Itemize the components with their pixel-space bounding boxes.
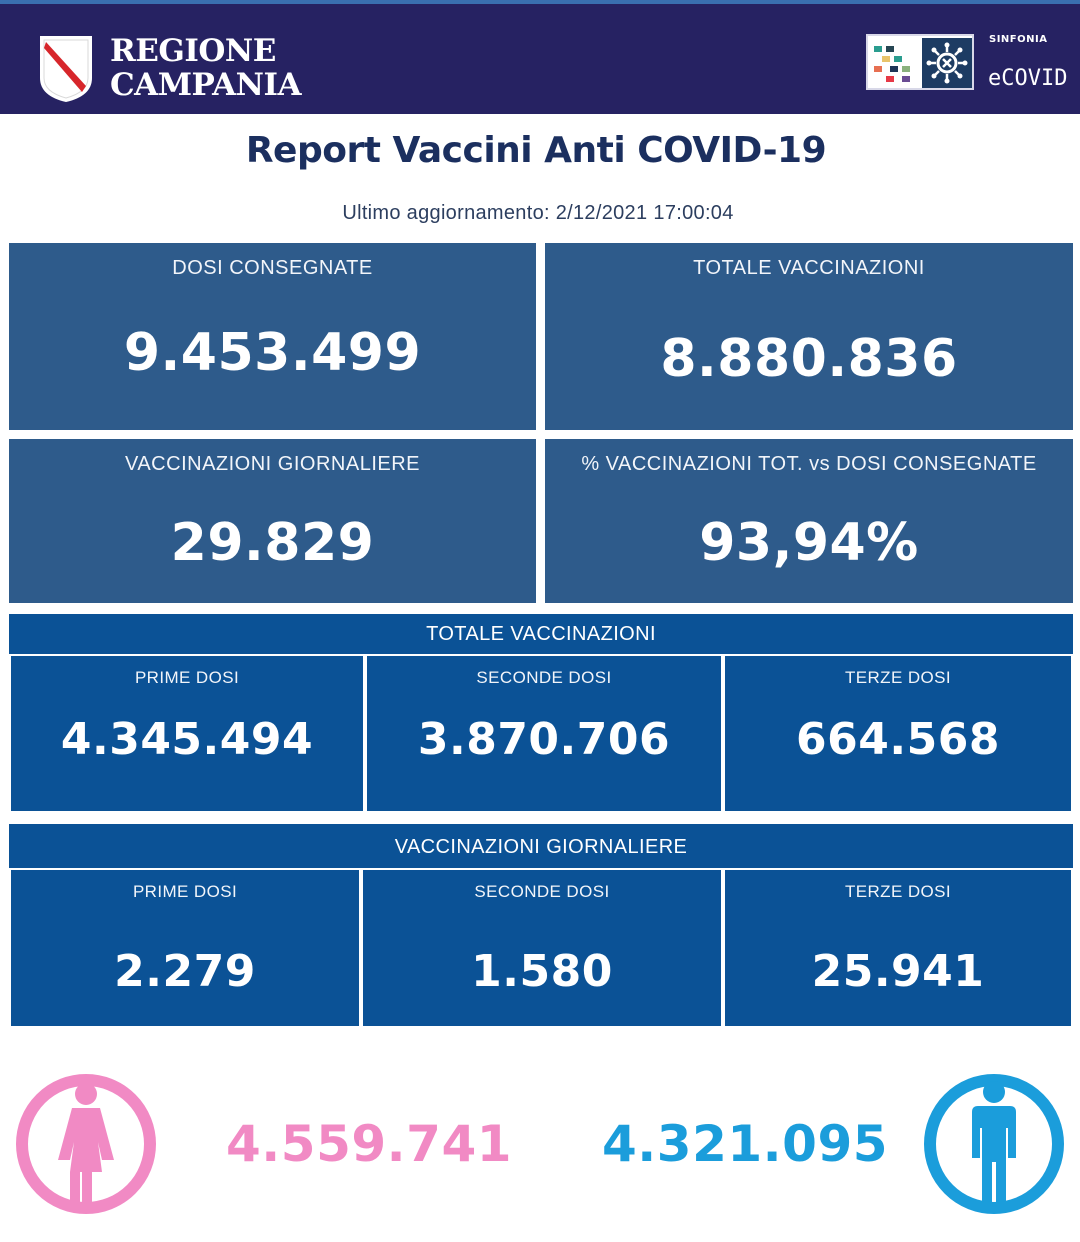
card-label: % VACCINAZIONI TOT. vs DOSI CONSEGNATE: [581, 453, 1037, 475]
section-title: TOTALE VACCINAZIONI: [426, 623, 656, 645]
header-bar: REGIONE CAMPANIA: [0, 0, 1080, 114]
cell-seconde-dosi-giornaliere: SECONDE DOSI 1.580: [361, 868, 723, 1028]
cell-terze-dosi: TERZE DOSI 664.568: [723, 654, 1073, 813]
card-value: 9.453.499: [123, 323, 422, 383]
card-totale-vaccinazioni: TOTALE VACCINAZIONI 8.880.836: [545, 243, 1073, 430]
last-update-time: 17:00:04: [653, 202, 734, 224]
cell-label: PRIME DOSI: [132, 882, 238, 901]
region-name-line2: CAMPANIA: [110, 67, 302, 103]
female-icon: [16, 1074, 156, 1214]
card-label: VACCINAZIONI GIORNALIERE: [124, 453, 420, 475]
cell-label: SECONDE DOSI: [476, 668, 612, 687]
mosaic-logo-icon: [874, 46, 910, 82]
cell-seconde-dosi: SECONDE DOSI 3.870.706: [365, 654, 723, 813]
cell-prime-dosi: PRIME DOSI 4.345.494: [9, 654, 365, 813]
card-dosi-consegnate: DOSI CONSEGNATE 9.453.499: [9, 243, 536, 430]
male-count: 4.321.095: [602, 1115, 889, 1173]
ecovid-logo: [866, 34, 974, 90]
last-update-date: Ultimo aggiornamento: 2/12/2021: [342, 202, 648, 224]
cell-label: PRIME DOSI: [134, 668, 240, 687]
card-value: 29.829: [170, 513, 375, 573]
sinfonia-label: SINFONIA: [989, 34, 1048, 45]
card-value: 93,94%: [699, 513, 919, 573]
cell-value: 2.279: [114, 946, 256, 997]
virus-icon: [922, 38, 972, 88]
region-shield-icon: [40, 36, 92, 102]
region-name-line1: REGIONE: [110, 33, 276, 69]
page-title: Report Vaccini Anti COVID-19: [245, 130, 827, 171]
cell-value: 3.870.706: [417, 714, 671, 765]
cell-value: 4.345.494: [60, 714, 314, 765]
section-title: VACCINAZIONI GIORNALIERE: [394, 836, 688, 858]
cell-value: 25.941: [811, 946, 985, 997]
region-name: REGIONE CAMPANIA: [110, 33, 302, 103]
female-count: 4.559.741: [226, 1115, 513, 1173]
cell-value: 664.568: [796, 714, 1000, 765]
card-percentuale: % VACCINAZIONI TOT. vs DOSI CONSEGNATE 9…: [545, 439, 1073, 603]
cell-prime-dosi-giornaliere: PRIME DOSI 2.279: [9, 868, 361, 1028]
card-vaccinazioni-giornaliere: VACCINAZIONI GIORNALIERE 29.829: [9, 439, 536, 603]
cell-value: 1.580: [471, 946, 613, 997]
cell-label: SECONDE DOSI: [474, 882, 610, 901]
cell-label: TERZE DOSI: [844, 882, 951, 901]
card-label: TOTALE VACCINAZIONI: [693, 257, 925, 279]
card-value: 8.880.836: [660, 329, 958, 389]
card-label: DOSI CONSEGNATE: [172, 257, 373, 279]
ecovid-label: eCOVID: [988, 66, 1068, 91]
cell-label: TERZE DOSI: [844, 668, 951, 687]
male-icon: [924, 1074, 1064, 1214]
cell-terze-dosi-giornaliere: TERZE DOSI 25.941: [723, 868, 1073, 1028]
last-update: Ultimo aggiornamento: 2/12/2021 17:00:04: [0, 202, 1076, 225]
